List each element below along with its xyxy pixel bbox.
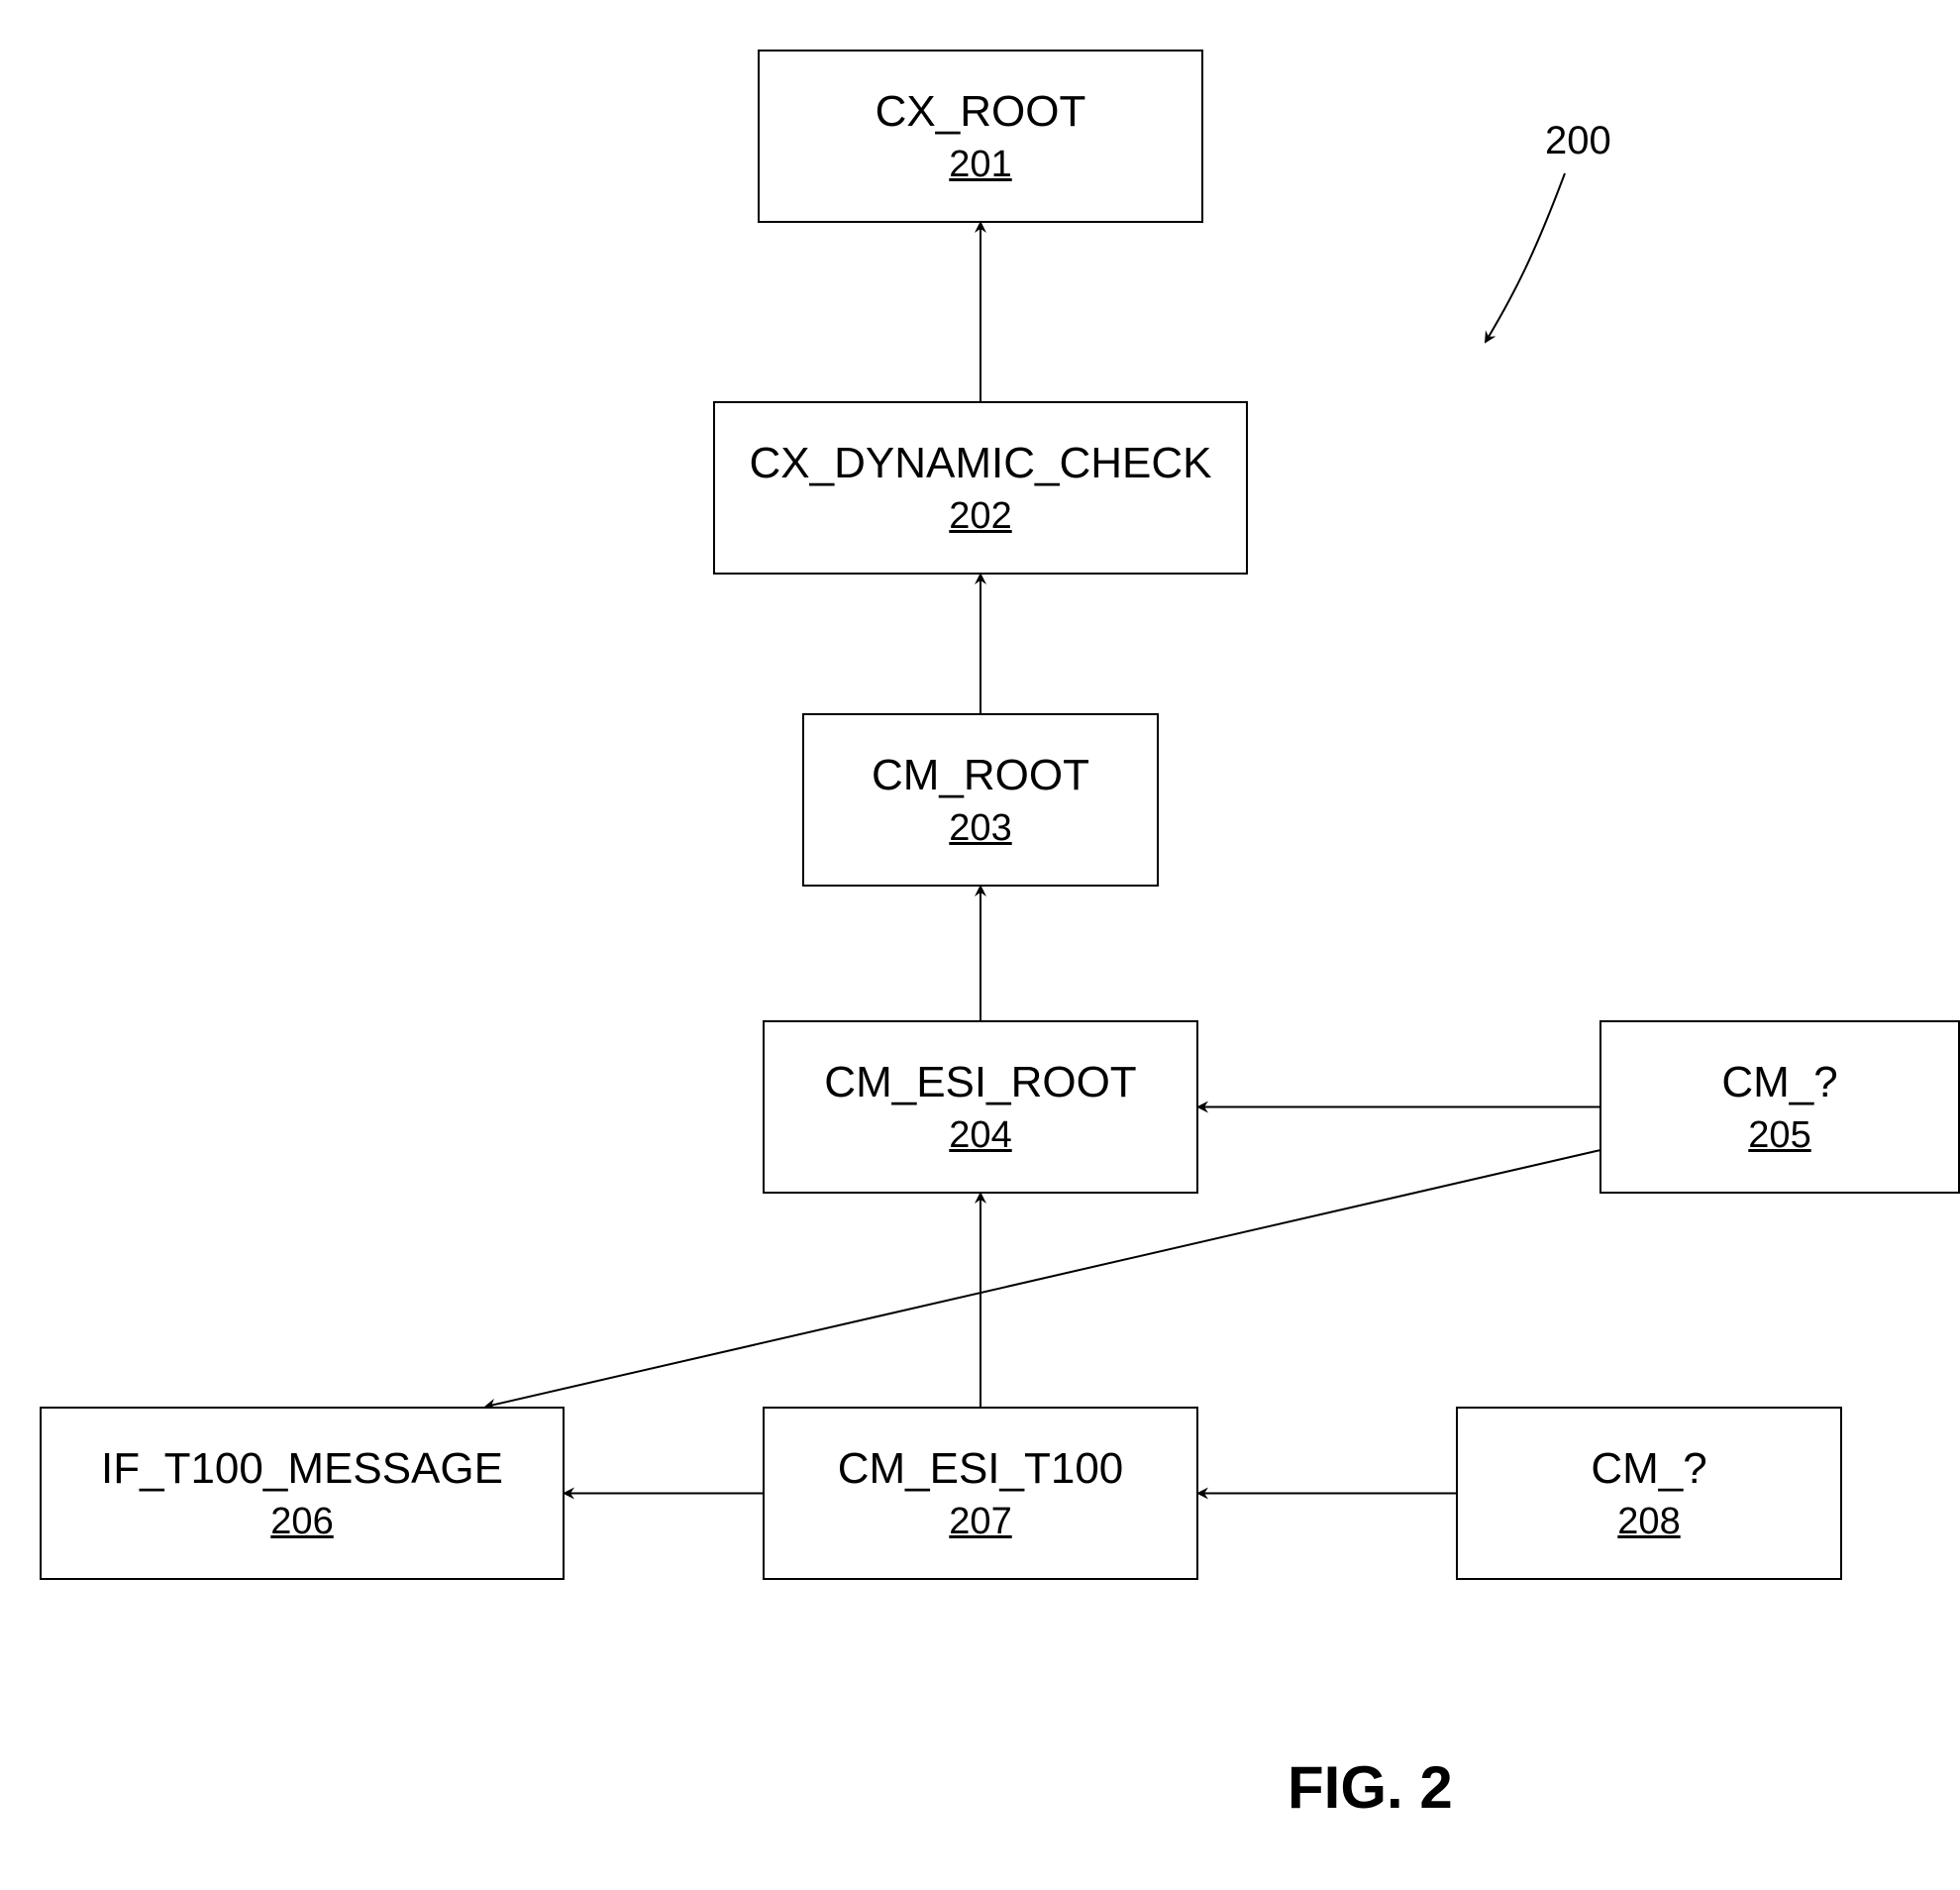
node-title: CM_ESI_ROOT	[824, 1057, 1136, 1109]
node-title: CM_ESI_T100	[838, 1443, 1124, 1496]
node-ref: 202	[949, 495, 1011, 538]
node-cm-question-upper: CM_? 205	[1599, 1020, 1960, 1194]
node-ref: 207	[949, 1501, 1011, 1543]
node-title: CX_ROOT	[876, 86, 1086, 139]
edges-layer	[0, 0, 1960, 1890]
node-ref: 205	[1748, 1114, 1810, 1157]
node-if-t100-message: IF_T100_MESSAGE 206	[40, 1407, 565, 1580]
diagram-ref-leader	[1486, 173, 1565, 342]
diagram-canvas: CX_ROOT 201 CX_DYNAMIC_CHECK 202 CM_ROOT…	[0, 0, 1960, 1890]
diagram-reference-number: 200	[1545, 119, 1611, 163]
node-ref: 204	[949, 1114, 1011, 1157]
node-title: CM_?	[1721, 1057, 1837, 1109]
node-cx-dynamic-check: CX_DYNAMIC_CHECK 202	[713, 401, 1248, 575]
node-ref: 208	[1617, 1501, 1680, 1543]
node-cm-esi-t100: CM_ESI_T100 207	[763, 1407, 1198, 1580]
node-cm-esi-root: CM_ESI_ROOT 204	[763, 1020, 1198, 1194]
node-cm-root: CM_ROOT 203	[802, 713, 1159, 887]
node-title: CM_?	[1591, 1443, 1706, 1496]
node-title: CX_DYNAMIC_CHECK	[750, 438, 1212, 490]
node-ref: 203	[949, 807, 1011, 850]
figure-label: FIG. 2	[1288, 1753, 1453, 1822]
node-ref: 206	[270, 1501, 333, 1543]
node-title: IF_T100_MESSAGE	[101, 1443, 503, 1496]
node-title: CM_ROOT	[872, 750, 1089, 802]
node-cm-question-lower: CM_? 208	[1456, 1407, 1842, 1580]
node-cx-root: CX_ROOT 201	[758, 50, 1203, 223]
node-ref: 201	[949, 144, 1011, 186]
